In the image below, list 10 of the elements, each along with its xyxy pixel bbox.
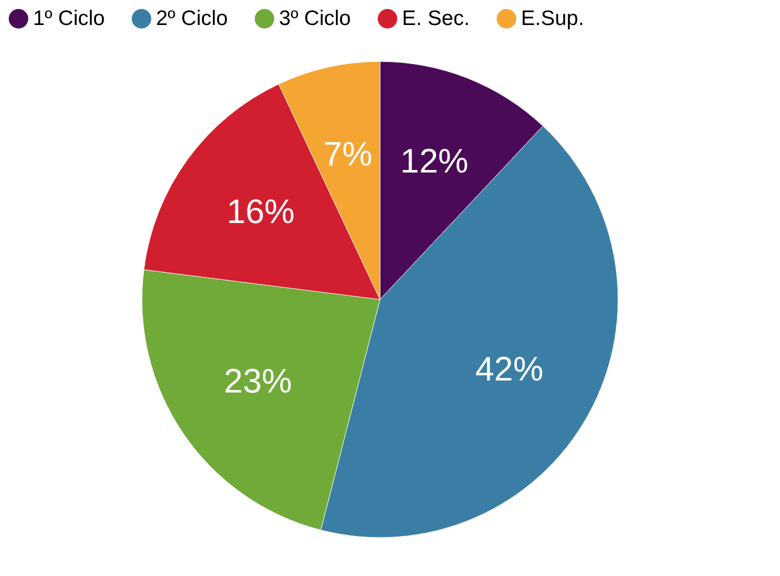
data-label: 42% — [475, 350, 544, 389]
legend-label: 1º Ciclo — [33, 6, 105, 30]
legend-label: E. Sec. — [402, 6, 470, 30]
legend-label: E.Sup. — [521, 6, 584, 30]
data-label: 16% — [226, 192, 295, 231]
data-label: 7% — [323, 135, 372, 174]
data-label: 23% — [224, 362, 292, 400]
data-label: 12% — [400, 142, 468, 180]
legend-label: 2º Ciclo — [156, 6, 228, 30]
legend-label: 3º Ciclo — [279, 6, 351, 30]
